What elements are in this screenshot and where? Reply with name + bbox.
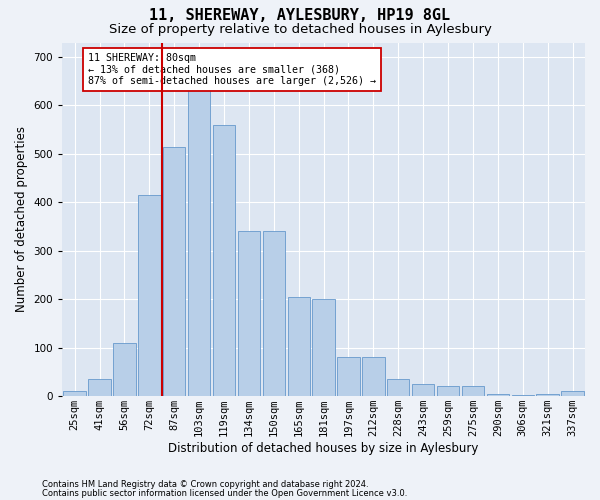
Bar — [287, 297, 310, 396]
Bar — [387, 379, 409, 396]
Text: 11, SHEREWAY, AYLESBURY, HP19 8GL: 11, SHEREWAY, AYLESBURY, HP19 8GL — [149, 8, 451, 22]
Bar — [512, 395, 534, 396]
Bar — [238, 232, 260, 396]
Bar — [163, 146, 185, 396]
Bar — [337, 358, 360, 396]
Bar — [313, 300, 335, 396]
Bar — [487, 394, 509, 396]
Text: Contains public sector information licensed under the Open Government Licence v3: Contains public sector information licen… — [42, 490, 407, 498]
Bar — [88, 379, 111, 396]
Bar — [437, 386, 459, 396]
Bar — [213, 125, 235, 396]
Bar — [113, 343, 136, 396]
Text: 11 SHEREWAY: 80sqm
← 13% of detached houses are smaller (368)
87% of semi-detach: 11 SHEREWAY: 80sqm ← 13% of detached hou… — [88, 53, 376, 86]
Bar — [562, 392, 584, 396]
Bar — [188, 82, 211, 396]
Bar — [138, 195, 161, 396]
Bar — [412, 384, 434, 396]
Text: Contains HM Land Registry data © Crown copyright and database right 2024.: Contains HM Land Registry data © Crown c… — [42, 480, 368, 489]
Y-axis label: Number of detached properties: Number of detached properties — [15, 126, 28, 312]
Bar — [536, 394, 559, 396]
Bar — [362, 358, 385, 396]
Bar — [263, 232, 285, 396]
Bar — [462, 386, 484, 396]
Text: Size of property relative to detached houses in Aylesbury: Size of property relative to detached ho… — [109, 22, 491, 36]
Bar — [64, 392, 86, 396]
X-axis label: Distribution of detached houses by size in Aylesbury: Distribution of detached houses by size … — [169, 442, 479, 455]
